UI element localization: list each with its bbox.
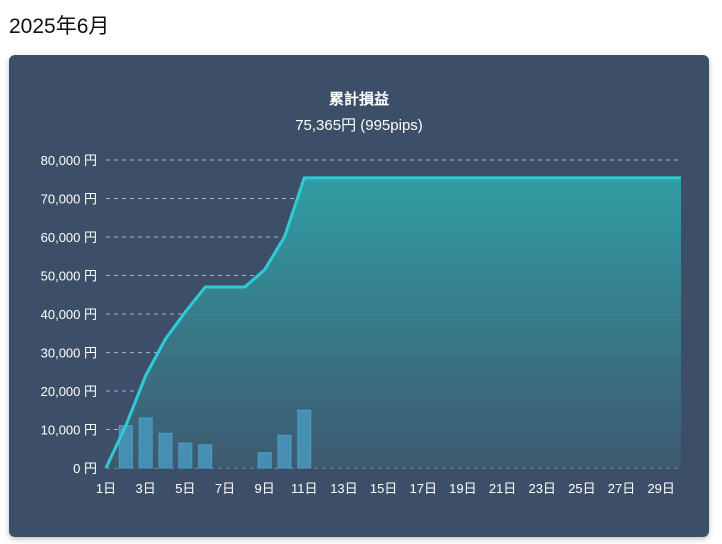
x-tick-label: 17日	[410, 481, 437, 496]
daily-bars	[118, 409, 312, 469]
x-tick-label: 11日	[291, 481, 318, 496]
daily-profit-bar	[198, 444, 213, 469]
daily-profit-bar	[277, 434, 292, 469]
x-tick-label: 27日	[608, 481, 635, 496]
area-fill	[106, 177, 681, 468]
y-tick-label: 20,000 円	[41, 384, 97, 399]
y-tick-label: 30,000 円	[41, 346, 97, 361]
x-tick-label: 29日	[647, 481, 674, 496]
y-tick-label: 60,000 円	[41, 230, 97, 245]
x-tick-label: 13日	[330, 481, 357, 496]
x-tick-label: 3日	[136, 481, 156, 496]
chart-card: 累計損益 75,365円 (995pips) 0 円 10,000 円 20,000…	[9, 55, 709, 537]
page-title: 2025年6月	[9, 15, 110, 38]
chart-title: 累計損益	[329, 90, 389, 108]
y-axis-ticks: 0 円 10,000 円 20,000 円 30,000 円 40,000 円 50,00…	[41, 153, 97, 476]
y-tick-label: 0 円	[73, 461, 97, 476]
cumulative-profit-chart: 累計損益 75,365円 (995pips) 0 円 10,000 円 20,000…	[41, 90, 681, 496]
y-tick-label: 40,000 円	[41, 307, 97, 322]
x-tick-label: 9日	[255, 481, 275, 496]
x-tick-label: 5日	[175, 481, 195, 496]
x-tick-label: 1日	[96, 481, 116, 496]
x-axis-ticks: 1日 3日 5日 7日 9日 11日 13日 15日 17日 19日 21日 23日 25日 27日 29日	[96, 481, 675, 496]
y-tick-label: 50,000 円	[41, 269, 97, 284]
x-tick-label: 23日	[528, 481, 555, 496]
chart-subtitle: 75,365円 (995pips)	[295, 117, 423, 134]
x-tick-label: 25日	[568, 481, 595, 496]
x-tick-label: 21日	[489, 481, 516, 496]
daily-profit-bar	[138, 417, 153, 469]
daily-profit-bar	[178, 442, 193, 469]
x-tick-label: 7日	[215, 481, 235, 496]
cumulative-line	[104, 176, 681, 469]
x-tick-label: 19日	[449, 481, 476, 496]
y-tick-label: 70,000 円	[41, 192, 97, 207]
daily-profit-bar	[158, 432, 173, 469]
y-tick-label: 10,000 円	[41, 423, 97, 438]
daily-profit-bar	[297, 409, 312, 469]
cumulative-profit-line	[104, 176, 681, 469]
area-fill-path	[106, 177, 681, 468]
daily-profit-bar	[257, 452, 272, 469]
y-tick-label: 80,000 円	[41, 153, 97, 168]
x-tick-label: 15日	[370, 481, 397, 496]
